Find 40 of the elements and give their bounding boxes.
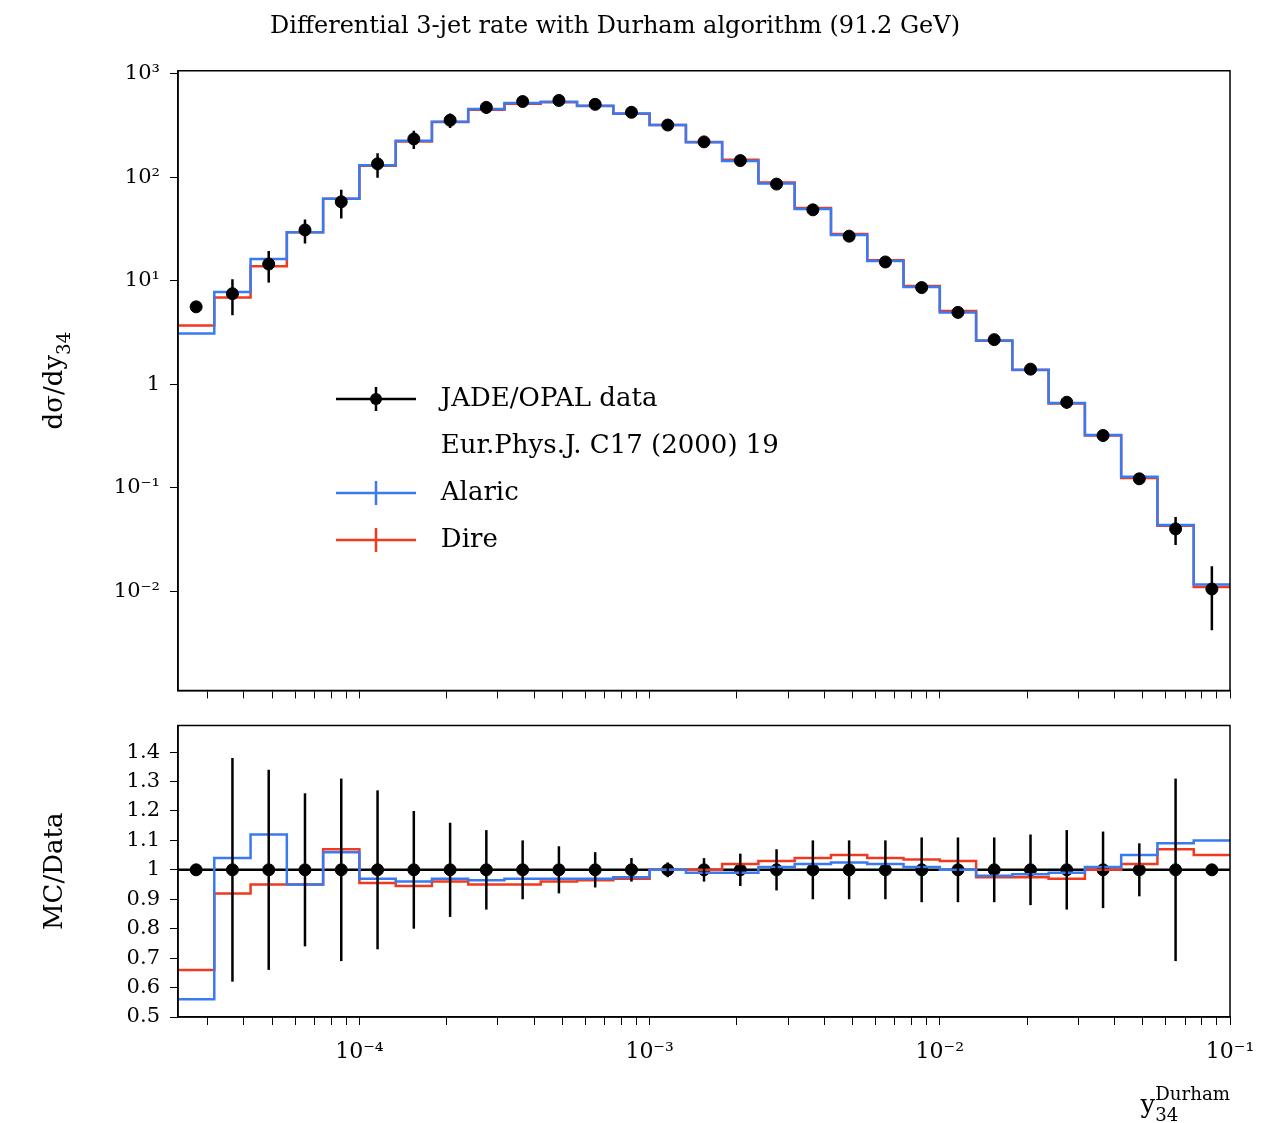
y-tick-label: 10¹ [124,267,160,292]
y-tick-label: 0.8 [126,915,160,940]
point [987,333,1001,347]
y-tick-label: 0.5 [126,1003,160,1028]
point [951,305,965,319]
point [1132,472,1146,486]
point [733,154,747,168]
point [661,118,675,132]
y-tick-label: 1 [146,370,160,395]
point [189,300,203,314]
point [697,135,711,149]
legend-label: JADE/OPAL data [437,381,658,412]
point [624,105,638,119]
y-tick-label: 1.2 [126,797,160,822]
point [552,93,566,107]
point [842,229,856,243]
x-tick-label: 10⁻⁴ [335,1037,384,1063]
legend-label: Alaric [439,475,519,506]
annotation: Eur.Phys.J. C17 (2000) 19 [440,428,779,459]
y-axis-title: MC/Data [38,812,68,931]
y-tick-label: 10⁻¹ [113,474,160,499]
y-tick-label: 1 [146,856,160,881]
y-tick-label: 1.1 [126,826,160,851]
legend-label: Dire [440,522,498,553]
point [806,203,820,217]
y-tick-label: 1.4 [126,738,160,763]
x-tick-label: 10⁻¹ [1205,1037,1255,1063]
point [770,177,784,191]
x-tick-label: 10⁻³ [625,1037,674,1063]
y-tick-label: 0.9 [126,885,160,910]
y-tick-label: 0.7 [126,944,160,969]
y-axis-title: dσ/dy34 [38,331,74,430]
x-tick-label: 10⁻² [915,1037,965,1063]
y-tick-label: 10⁻² [113,577,160,602]
y-tick-label: 10² [124,163,160,188]
chart-title: Differential 3-jet rate with Durham algorithm (91.2 GeV) [270,10,960,39]
y-tick-label: 0.6 [126,974,160,999]
y-tick-label: 1.3 [126,767,160,792]
point [588,97,602,111]
y-tick-label: 10³ [124,60,160,85]
